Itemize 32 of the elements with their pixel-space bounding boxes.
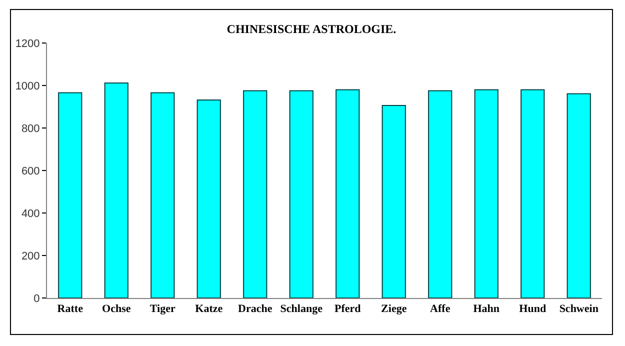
y-tick-label: 1000 [15, 80, 40, 92]
x-tick-label: Hahn [473, 303, 500, 316]
bar [58, 92, 82, 298]
x-tick-label: Drache [238, 303, 272, 316]
x-tick-label: Katze [195, 303, 223, 316]
bar [289, 90, 314, 298]
x-tick-label: Pferd [334, 303, 361, 316]
bar [196, 99, 221, 298]
x-tick-label: Hund [519, 303, 546, 316]
y-tick-label: 1200 [15, 38, 40, 50]
chart-title: CHINESISCHE ASTROLOGIE. [226, 22, 396, 36]
bar [382, 104, 406, 298]
y-tick-label: 400 [21, 208, 40, 220]
x-tick-label: Ratte [57, 303, 84, 316]
x-tick-label: Schwein [559, 303, 598, 316]
bar [428, 90, 452, 298]
x-tick-label: Ziege [381, 303, 407, 316]
bar [150, 92, 175, 298]
bar [336, 89, 360, 298]
bar [520, 89, 545, 298]
y-tick-label: 200 [21, 250, 40, 262]
bar [243, 90, 268, 298]
x-tick-label: Schlange [280, 303, 323, 316]
bar [566, 93, 591, 298]
y-tick-label: 600 [21, 165, 40, 178]
bar [474, 89, 498, 298]
y-tick-label: 0 [34, 292, 40, 305]
bar [104, 82, 128, 298]
x-tick-label: Ochse [102, 303, 131, 316]
x-tick-label: Affe [430, 303, 450, 316]
x-tick-label: Tiger [150, 303, 176, 316]
y-tick-label: 800 [21, 122, 40, 135]
